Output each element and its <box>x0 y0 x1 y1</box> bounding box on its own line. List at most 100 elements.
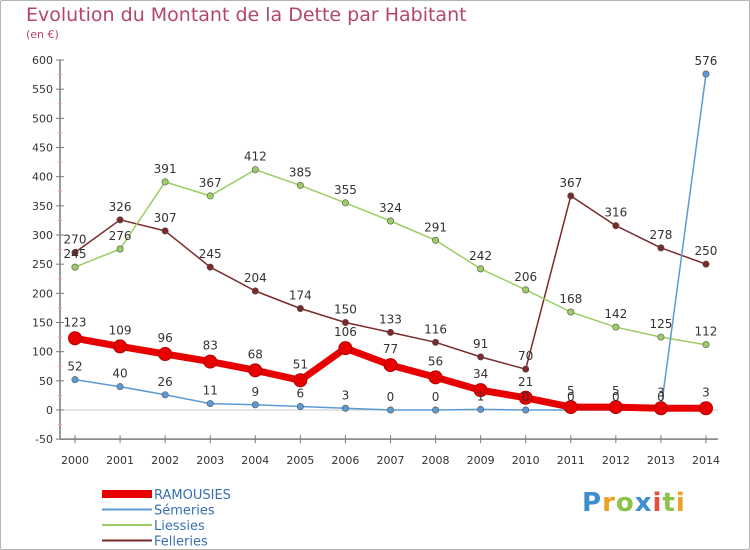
data-point <box>612 222 620 230</box>
data-label: 0 <box>612 390 620 404</box>
data-label: 367 <box>199 176 222 190</box>
y-tick-label: 0 <box>46 404 53 417</box>
data-label: 326 <box>109 200 132 214</box>
data-label: 51 <box>293 357 308 371</box>
data-point <box>432 406 440 414</box>
data-label: 0 <box>387 390 395 404</box>
x-tick-label: 2005 <box>286 454 314 467</box>
data-label: 1 <box>477 389 485 403</box>
data-label: 112 <box>695 325 718 339</box>
data-label: 0 <box>657 390 665 404</box>
x-tick-label: 2010 <box>512 454 540 467</box>
data-point <box>612 323 620 331</box>
data-point <box>702 70 710 78</box>
data-label: 391 <box>154 162 177 176</box>
data-label: 40 <box>112 367 127 381</box>
data-point <box>473 383 488 398</box>
data-point <box>161 391 169 399</box>
data-point <box>386 217 394 225</box>
data-point <box>608 400 623 415</box>
data-point <box>293 373 308 388</box>
data-label: 106 <box>334 325 357 339</box>
y-tick-label: 300 <box>32 229 53 242</box>
y-tick-label: -50 <box>35 433 53 446</box>
data-point <box>206 192 214 200</box>
data-label: 316 <box>604 206 627 220</box>
data-label: 70 <box>518 349 533 363</box>
data-point <box>522 286 530 294</box>
data-label: 291 <box>424 220 447 234</box>
data-label: 204 <box>244 271 267 285</box>
data-label: 0 <box>522 390 530 404</box>
y-tick-label: 50 <box>39 375 53 388</box>
data-label: 0 <box>567 390 575 404</box>
logo-letter: i <box>675 488 686 518</box>
data-point <box>653 401 668 416</box>
data-point <box>657 244 665 252</box>
y-tick-label: 550 <box>32 83 53 96</box>
data-label: 26 <box>157 375 172 389</box>
data-point <box>563 400 578 415</box>
x-tick-label: 2009 <box>467 454 495 467</box>
legend-label: Felleries <box>154 535 208 550</box>
data-label: 116 <box>424 322 447 336</box>
data-label: 68 <box>248 347 263 361</box>
data-point <box>522 406 530 414</box>
data-label: 77 <box>383 342 398 356</box>
y-tick-label: 250 <box>32 258 53 271</box>
data-point <box>113 339 128 354</box>
data-label: 123 <box>64 315 87 329</box>
data-point <box>567 192 575 200</box>
data-label: 83 <box>203 339 218 353</box>
data-point <box>251 166 259 174</box>
legend-label: RAMOUSIES <box>154 488 231 503</box>
data-label: 3 <box>342 388 350 402</box>
y-tick-label: 600 <box>32 54 53 67</box>
data-point <box>341 404 349 412</box>
data-label: 324 <box>379 201 402 215</box>
data-point <box>386 406 394 414</box>
data-label: 278 <box>649 228 672 242</box>
data-point <box>116 245 124 253</box>
logo-letter: P <box>582 488 603 518</box>
data-point <box>158 347 173 362</box>
data-point <box>341 319 349 327</box>
data-label: 412 <box>244 150 267 164</box>
data-point <box>296 305 304 313</box>
data-label: 125 <box>649 317 672 331</box>
data-label: 276 <box>109 229 132 243</box>
data-label: 52 <box>67 360 82 374</box>
x-tick-label: 2007 <box>376 454 404 467</box>
data-point <box>206 263 214 271</box>
data-label: 367 <box>559 176 582 190</box>
data-label: 56 <box>428 354 443 368</box>
data-label: 109 <box>109 323 132 337</box>
data-point <box>338 341 353 356</box>
chart-subtitle: (en €) <box>26 28 59 41</box>
chart-title: Evolution du Montant de la Dette par Hab… <box>26 4 467 26</box>
data-point <box>522 365 530 373</box>
proxiti-logo: Proxiti <box>582 488 686 518</box>
x-tick-label: 2002 <box>151 454 179 467</box>
data-point <box>428 370 443 385</box>
data-point <box>248 363 263 378</box>
logo-letter: i <box>652 488 663 518</box>
y-tick-label: 450 <box>32 142 53 155</box>
logo-letter: t <box>662 488 676 518</box>
data-point <box>567 308 575 316</box>
data-label: 385 <box>289 165 312 179</box>
y-tick-label: 400 <box>32 171 53 184</box>
y-tick-label: 100 <box>32 346 53 359</box>
data-point <box>296 181 304 189</box>
data-point <box>698 401 713 416</box>
data-point <box>477 353 485 361</box>
data-label: 5 <box>567 384 575 398</box>
legend-label: Sémeries <box>154 504 215 519</box>
data-label: 21 <box>518 375 533 389</box>
data-point <box>518 390 533 405</box>
data-point <box>116 383 124 391</box>
data-point <box>203 354 218 369</box>
data-label: 11 <box>203 384 218 398</box>
data-point <box>702 341 710 349</box>
